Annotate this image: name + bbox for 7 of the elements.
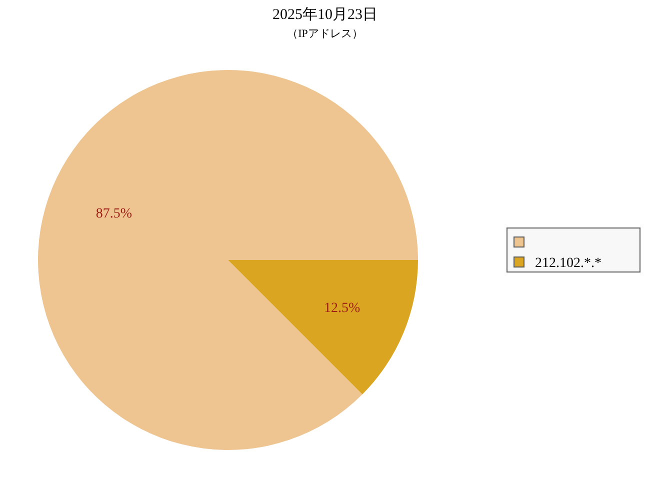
chart-subtitle: （IPアドレス） xyxy=(287,28,363,40)
legend-label: 212.102.*.* xyxy=(535,256,602,271)
data-label: 12.5% xyxy=(324,301,361,316)
chart-title: 2025年10月23日 xyxy=(272,6,378,23)
pie-slice xyxy=(228,260,418,394)
pie-slice xyxy=(38,70,418,450)
data-label: 87.5% xyxy=(96,206,132,222)
